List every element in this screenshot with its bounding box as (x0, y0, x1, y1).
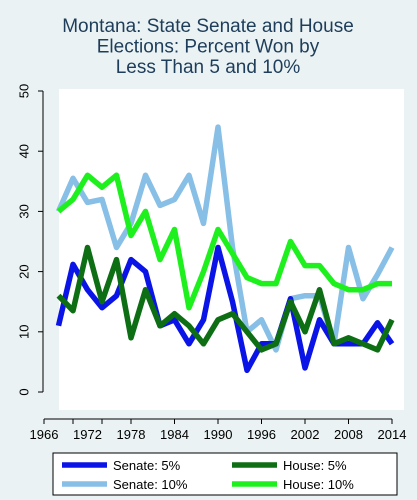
series-line-senate-10 (55, 124, 395, 353)
x-tick-label: 1966 (30, 427, 59, 442)
series-line-house-5 (56, 244, 395, 353)
legend-label: House: 10% (283, 477, 354, 492)
x-tick-label: 2002 (291, 427, 320, 442)
y-tick-label: 0 (16, 388, 31, 395)
y-tick-label: 50 (16, 84, 31, 98)
y-tick-label: 40 (16, 144, 31, 158)
x-tick-label: 2008 (334, 427, 363, 442)
x-axis: 1966 1972 1978 1984 1990 1996 2002 2008 2014 (30, 418, 407, 442)
x-tick-label: 1990 (204, 427, 233, 442)
chart-title-line: Less Than 5 and 10% (116, 57, 301, 78)
chart-title-line: Montana: State Senate and House (62, 16, 354, 37)
chart-title: Montana: State Senate and HouseElections… (62, 16, 354, 78)
legend-label: Senate: 10% (113, 477, 188, 492)
legend-label: House: 5% (283, 458, 347, 473)
y-tick-label: 20 (16, 264, 31, 278)
y-tick-label: 10 (16, 325, 31, 339)
x-tick-label: 1996 (247, 427, 276, 442)
y-tick-label: 30 (16, 204, 31, 218)
legend: Senate: 5% House: 5% Senate: 10% House: 10% (52, 452, 398, 496)
series-lines (55, 124, 395, 374)
x-tick-label: 1972 (73, 427, 102, 442)
x-tick-label: 1978 (117, 427, 146, 442)
chart-title-line: Elections: Percent Won by (97, 37, 320, 58)
x-tick-label: 2014 (378, 427, 407, 442)
x-tick-label: 1984 (160, 427, 189, 442)
series-line-house-10 (56, 172, 392, 311)
y-axis: 0 10 20 30 40 50 (16, 84, 44, 396)
legend-box (52, 452, 398, 496)
legend-label: Senate: 5% (113, 458, 181, 473)
